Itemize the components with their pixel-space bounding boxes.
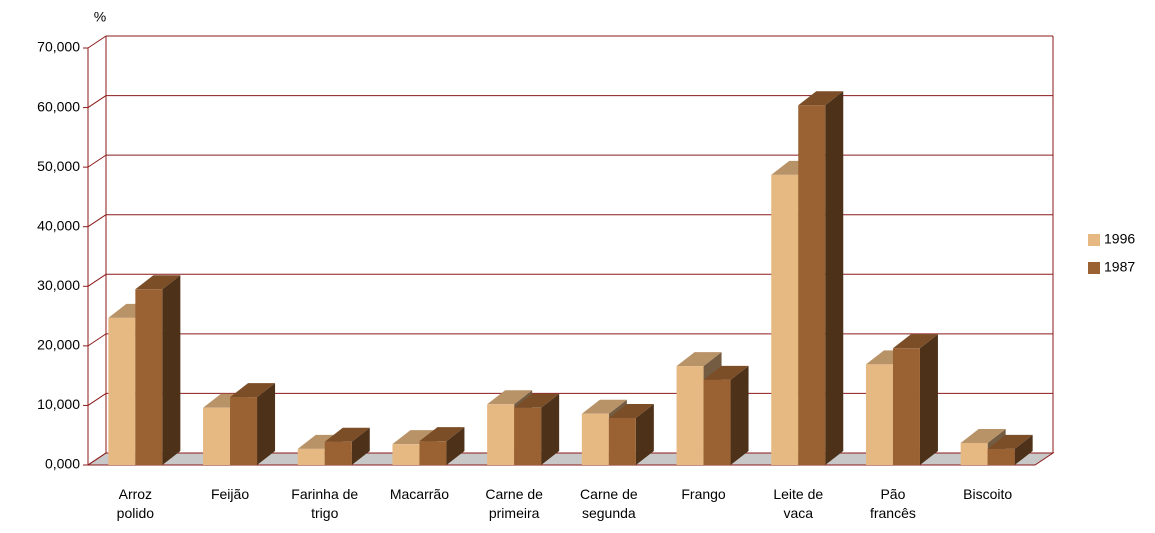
bar: [703, 379, 731, 465]
bar: [392, 444, 420, 465]
bar-top: [703, 365, 749, 380]
x-tick-label: Feijão: [210, 486, 250, 502]
bar-side: [351, 427, 370, 465]
bar: [297, 448, 325, 465]
bar-top: [392, 430, 438, 445]
bar: [960, 442, 988, 465]
grid-line-side: [87, 214, 107, 228]
x-tick-label: Arroz polido: [116, 486, 155, 521]
bar: [987, 448, 1015, 465]
bar: [487, 404, 515, 465]
bar-top: [987, 434, 1033, 449]
bar-side: [1014, 434, 1033, 465]
grid-line-side: [87, 393, 107, 406]
x-tick-label: Farinha de trigo: [291, 486, 359, 521]
bar-side: [730, 365, 749, 465]
bar-top: [676, 352, 722, 367]
bar-top: [608, 403, 654, 418]
bar: [108, 317, 136, 465]
bar-side: [635, 403, 654, 465]
bar: [892, 348, 920, 465]
y-tick-label: 50,000: [37, 158, 80, 174]
x-tick-label: Carne de segunda: [580, 486, 638, 521]
y-tick-label: 20,000: [37, 337, 80, 353]
bar: [771, 174, 799, 465]
legend-swatch: [1088, 262, 1100, 274]
bar: [676, 366, 704, 465]
bar-top: [960, 428, 1006, 443]
grid-line-side: [87, 154, 107, 168]
x-tick-label: Pão francês: [869, 486, 916, 521]
legend-swatch: [1088, 234, 1100, 246]
x-tick-label: Biscoito: [963, 486, 1013, 502]
legend-label: 1996: [1104, 231, 1135, 247]
bar-top: [892, 334, 938, 349]
grid-line-side: [87, 452, 107, 466]
y-tick-label: 10,000: [37, 396, 80, 412]
y-tick-label: 40,000: [37, 217, 80, 233]
y-tick-label: 0,000: [45, 456, 80, 472]
bar: [230, 397, 258, 465]
bar-side: [162, 275, 181, 465]
x-tick-label: Frango: [681, 486, 726, 502]
y-tick-label: 70,000: [37, 39, 80, 55]
bar-side: [919, 334, 938, 465]
bar: [324, 441, 352, 465]
bar-top: [487, 390, 533, 405]
x-tick-label: Carne de primeira: [485, 486, 543, 521]
grid-line-side: [87, 95, 107, 108]
bar: [798, 105, 826, 465]
bar-side: [446, 427, 465, 465]
bar: [135, 289, 163, 465]
y-tick-label: 30,000: [37, 277, 80, 293]
grid-line-side: [87, 35, 107, 49]
bar-top: [419, 427, 465, 442]
bar: [608, 417, 636, 465]
bar-top: [230, 383, 276, 398]
bar-top: [324, 427, 370, 442]
grid-line-side: [87, 273, 107, 287]
x-tick-label: Leite de vaca: [773, 486, 824, 521]
y-tick-label: 60,000: [37, 98, 80, 114]
bar: [203, 407, 231, 465]
bar-top: [135, 275, 181, 290]
bar-top: [798, 91, 844, 106]
y-axis-label: %: [94, 9, 106, 25]
bar: [581, 413, 609, 465]
grid-line-side: [87, 333, 107, 347]
bar-top: [581, 399, 627, 414]
bar-side: [825, 91, 844, 465]
bar: [514, 407, 542, 465]
bar-side: [257, 383, 276, 465]
bar: [419, 441, 447, 465]
legend-label: 1987: [1104, 259, 1135, 275]
x-tick-label: Macarrão: [389, 486, 449, 502]
bar: [865, 364, 893, 465]
bar-side: [541, 393, 560, 465]
bar-top: [514, 393, 560, 408]
